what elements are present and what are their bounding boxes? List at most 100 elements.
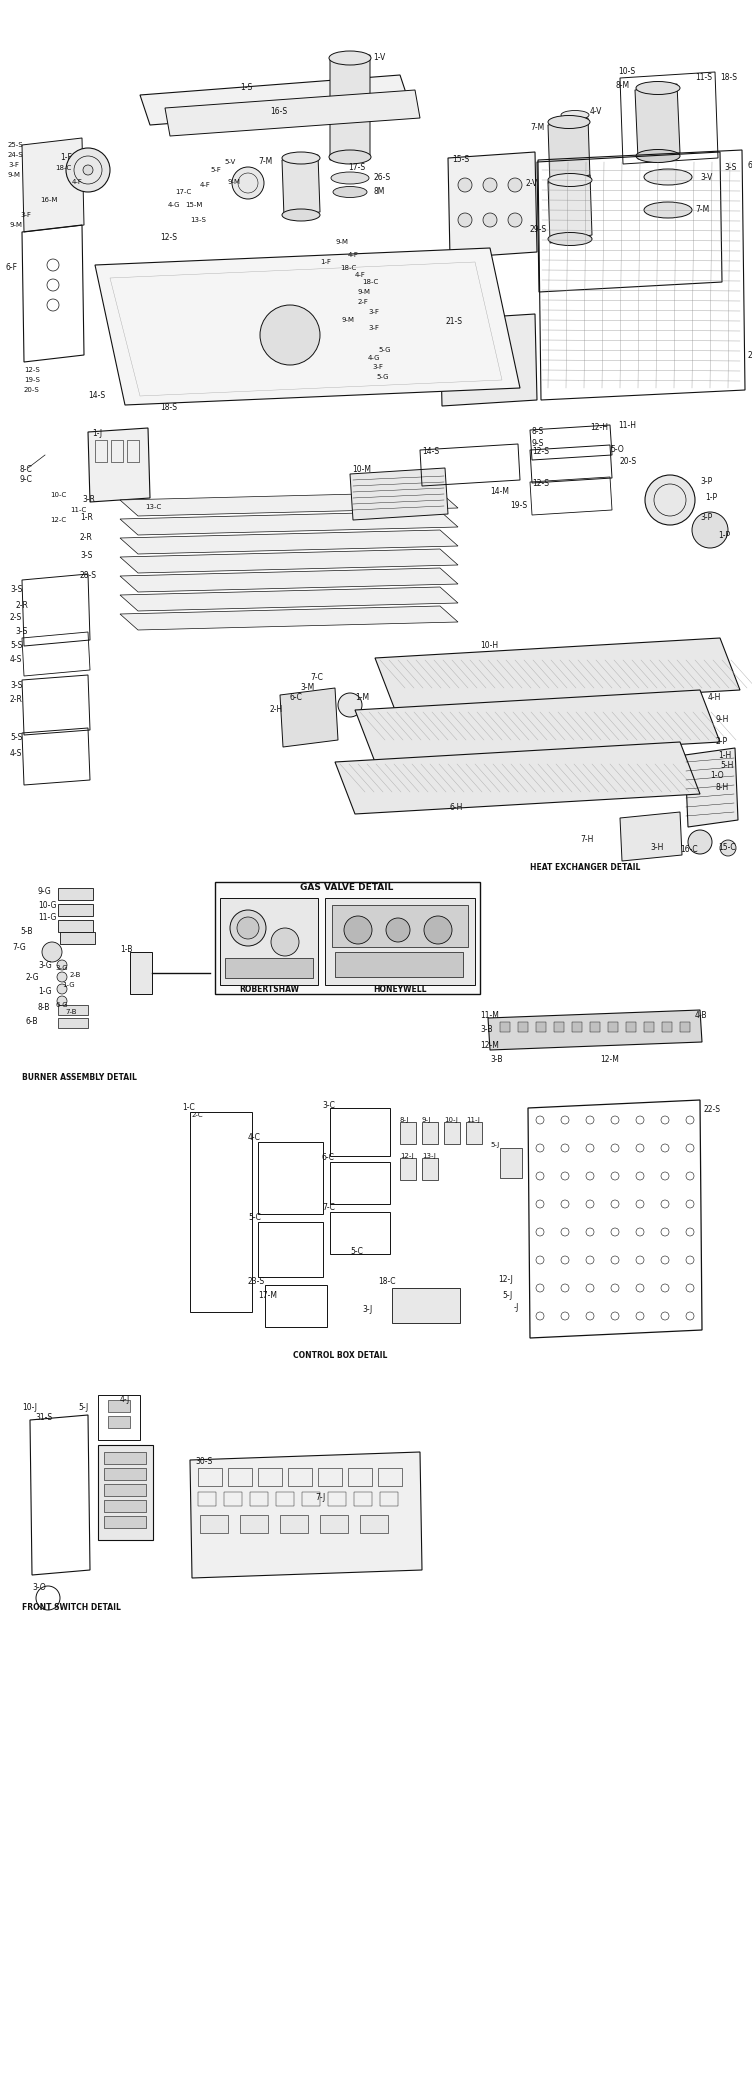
Text: 3-B: 3-B — [480, 1025, 493, 1035]
Bar — [330, 1109, 390, 1155]
Text: 10-M: 10-M — [352, 466, 371, 475]
Text: 12-S: 12-S — [160, 233, 177, 242]
Bar — [108, 1415, 130, 1428]
Ellipse shape — [282, 151, 320, 164]
Text: 3-M: 3-M — [300, 682, 314, 693]
Polygon shape — [350, 468, 448, 521]
Polygon shape — [518, 1023, 528, 1031]
Bar — [198, 1491, 216, 1506]
Text: 5-J: 5-J — [502, 1292, 512, 1300]
Text: 14-M: 14-M — [490, 487, 509, 496]
Bar — [104, 1468, 146, 1480]
Circle shape — [688, 830, 712, 855]
Bar — [58, 888, 93, 901]
Text: 3-F: 3-F — [372, 363, 383, 370]
Text: 12-S: 12-S — [532, 447, 549, 456]
Text: 3-G: 3-G — [55, 966, 68, 970]
Text: 19-S: 19-S — [24, 378, 40, 382]
Text: 7-J: 7-J — [315, 1493, 326, 1502]
Polygon shape — [536, 1023, 546, 1031]
Text: 14-S: 14-S — [88, 391, 105, 399]
Text: 8-S: 8-S — [532, 428, 544, 437]
Text: 2-B: 2-B — [70, 972, 81, 979]
Text: 2-F: 2-F — [358, 298, 369, 304]
Circle shape — [424, 916, 452, 945]
Polygon shape — [120, 510, 458, 536]
Text: 15-S: 15-S — [452, 155, 469, 164]
Text: 6-F: 6-F — [5, 262, 17, 273]
Text: 5-C: 5-C — [350, 1247, 363, 1256]
Text: 4-S: 4-S — [10, 655, 23, 664]
Text: 9-J: 9-J — [422, 1117, 432, 1124]
Text: BURNER ASSEMBLY DETAIL: BURNER ASSEMBLY DETAIL — [22, 1073, 137, 1082]
Bar — [265, 1285, 327, 1327]
Text: 5-S: 5-S — [10, 640, 23, 649]
Text: 5-H: 5-H — [720, 760, 733, 769]
Bar — [250, 1491, 268, 1506]
Bar — [320, 1514, 348, 1533]
Polygon shape — [280, 689, 338, 748]
Polygon shape — [375, 638, 740, 710]
Text: 2-R: 2-R — [15, 601, 28, 609]
Ellipse shape — [561, 111, 589, 120]
Text: 4-J: 4-J — [120, 1396, 130, 1405]
Circle shape — [83, 166, 93, 174]
Bar — [111, 441, 123, 462]
Bar — [58, 903, 93, 916]
Text: 7-C: 7-C — [310, 674, 323, 682]
Circle shape — [508, 212, 522, 227]
Polygon shape — [282, 155, 320, 216]
Text: 12-M: 12-M — [600, 1056, 619, 1065]
Text: 8-H: 8-H — [715, 783, 728, 792]
Circle shape — [508, 178, 522, 191]
Polygon shape — [572, 1023, 582, 1031]
Circle shape — [458, 212, 472, 227]
Text: 30-S: 30-S — [195, 1457, 212, 1466]
Text: 1-S: 1-S — [240, 82, 252, 92]
Text: 18-C: 18-C — [55, 166, 71, 170]
Text: 7-M: 7-M — [258, 158, 272, 166]
Text: 2-V: 2-V — [525, 178, 537, 187]
Text: 4-V: 4-V — [590, 107, 602, 116]
Text: 2-S: 2-S — [10, 613, 23, 622]
Polygon shape — [120, 548, 458, 573]
Text: 11-C: 11-C — [70, 506, 86, 512]
Bar — [95, 441, 107, 462]
Text: 22-S: 22-S — [704, 1105, 721, 1115]
Text: ROBERTSHAW: ROBERTSHAW — [239, 985, 299, 995]
Bar — [378, 1468, 402, 1487]
Ellipse shape — [329, 50, 371, 65]
Circle shape — [57, 972, 67, 983]
Text: 4-F: 4-F — [200, 183, 211, 189]
Text: 20-S: 20-S — [620, 458, 637, 466]
Polygon shape — [662, 1023, 672, 1031]
Ellipse shape — [331, 172, 369, 185]
Bar — [200, 1514, 228, 1533]
Text: 2-G: 2-G — [25, 974, 38, 983]
Text: 19-S: 19-S — [510, 500, 527, 510]
Polygon shape — [548, 118, 590, 185]
Text: 3-B: 3-B — [490, 1056, 502, 1065]
Circle shape — [271, 928, 299, 956]
Bar — [258, 1142, 323, 1214]
Bar — [224, 1491, 242, 1506]
Bar — [104, 1499, 146, 1512]
Text: 12-C: 12-C — [50, 517, 66, 523]
Text: 6-C: 6-C — [322, 1153, 335, 1163]
Text: 5-O: 5-O — [610, 445, 623, 454]
Text: 10-C: 10-C — [50, 491, 66, 498]
Text: 23-S: 23-S — [248, 1277, 265, 1287]
Circle shape — [386, 918, 410, 943]
Text: 9-C: 9-C — [20, 475, 33, 485]
Text: 14-S: 14-S — [422, 447, 439, 456]
Polygon shape — [120, 529, 458, 554]
Circle shape — [338, 693, 362, 716]
Text: 7-H: 7-H — [580, 836, 593, 844]
Text: 8-C: 8-C — [20, 466, 33, 475]
Ellipse shape — [644, 202, 692, 218]
Circle shape — [344, 916, 372, 945]
Text: 18-S: 18-S — [720, 74, 737, 82]
Bar — [422, 1121, 438, 1144]
Ellipse shape — [548, 176, 590, 189]
Bar — [98, 1394, 140, 1441]
